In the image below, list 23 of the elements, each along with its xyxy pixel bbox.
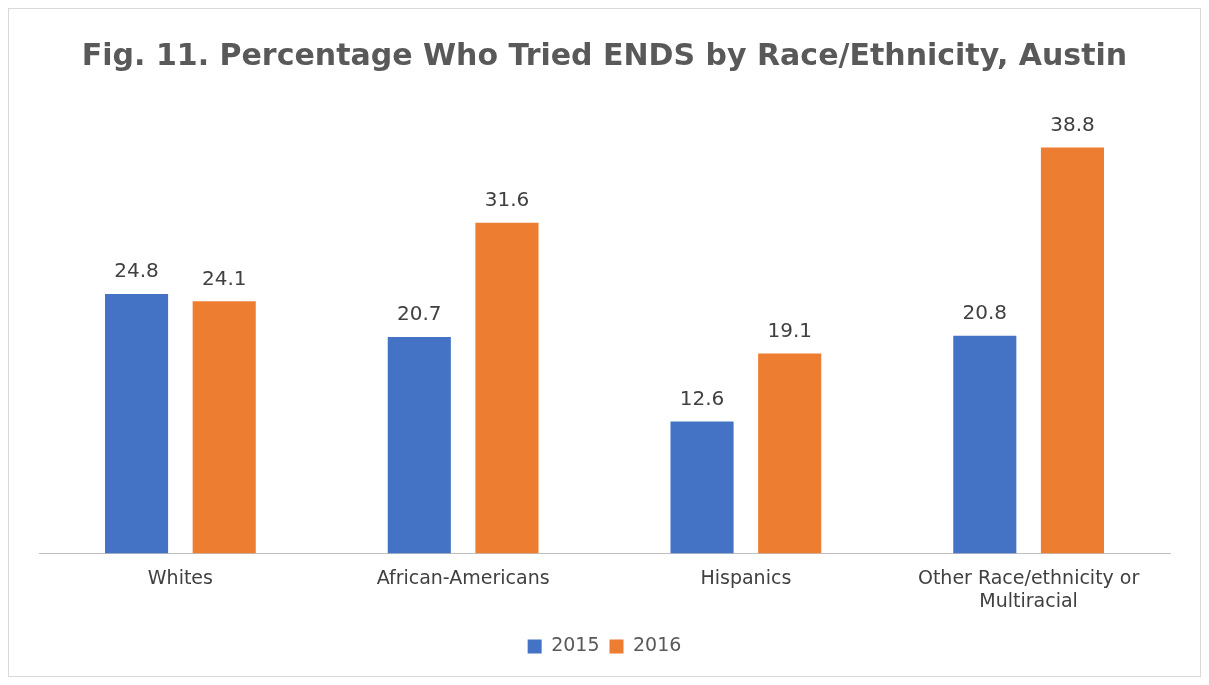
legend-label: 2015 (551, 633, 600, 656)
bar (192, 301, 256, 554)
bar (953, 335, 1017, 554)
chart-title: Fig. 11. Percentage Who Tried ENDS by Race/Ethnicity, Austin (81, 36, 1128, 72)
data-label: 31.6 (484, 187, 530, 212)
bar (104, 293, 169, 554)
data-label: 19.1 (767, 317, 812, 342)
data-label: 20.8 (962, 300, 1008, 325)
x-tick-label: African-Americans (376, 565, 550, 588)
bar (1040, 147, 1105, 554)
data-label: 20.7 (397, 301, 442, 326)
x-tick-label: Other Race/ethnicity or Multiracial (917, 565, 1140, 611)
x-tick-label: Whites (147, 565, 213, 588)
bar (387, 336, 451, 554)
bar (670, 421, 734, 554)
data-label: 12.6 (679, 385, 725, 410)
x-tick-label: Hispanics (700, 565, 792, 588)
data-label: 24.1 (201, 265, 247, 290)
legend-label: 2016 (633, 633, 682, 656)
bar (758, 353, 822, 554)
data-label: 24.8 (114, 258, 159, 283)
bar (475, 222, 539, 554)
data-label: 38.8 (1050, 111, 1095, 136)
